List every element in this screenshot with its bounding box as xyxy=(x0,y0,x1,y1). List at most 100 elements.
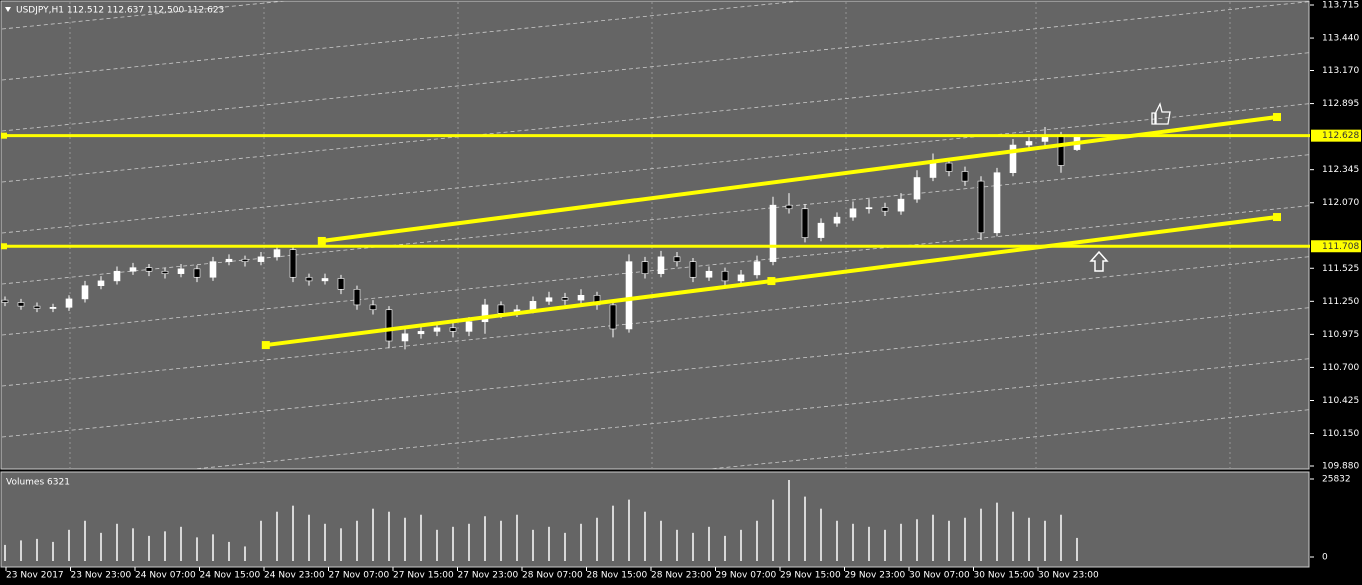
trend-handle xyxy=(261,341,270,350)
y-tick-label: 112.070 xyxy=(1322,198,1359,208)
candle-body xyxy=(433,327,441,332)
y-tick-label: 112.895 xyxy=(1322,99,1359,109)
candle-body xyxy=(241,258,249,262)
candle-body xyxy=(449,327,457,332)
candle-body xyxy=(641,261,649,274)
candle-body xyxy=(961,171,969,182)
level-label: 111.708 xyxy=(1322,242,1359,252)
channel-dash xyxy=(1,256,1309,387)
volume-tick-label: 25832 xyxy=(1322,475,1351,485)
candle-body xyxy=(321,278,329,282)
candle-body xyxy=(673,256,681,262)
candle-body xyxy=(737,274,745,282)
candle-body xyxy=(337,278,345,290)
y-tick-label: 110.975 xyxy=(1322,330,1359,340)
trend-handle xyxy=(767,277,776,286)
x-tick-label: 30 Nov 15:00 xyxy=(974,571,1035,581)
candle-body xyxy=(417,331,425,335)
y-tick-label: 110.700 xyxy=(1322,363,1359,373)
candle-body xyxy=(625,261,633,330)
candle-body xyxy=(865,207,873,210)
channel-dash xyxy=(1,1,1309,132)
candle-body xyxy=(161,270,169,274)
y-tick-label: 110.150 xyxy=(1322,429,1359,439)
candle-body xyxy=(929,162,937,178)
x-tick-label: 23 Nov 2017 xyxy=(6,571,64,581)
candle-body xyxy=(769,204,777,262)
channel-dash xyxy=(1,307,1309,438)
x-tick-label: 28 Nov 07:00 xyxy=(522,571,583,581)
price-panel xyxy=(0,0,1310,470)
x-tick-label: 29 Nov 23:00 xyxy=(845,571,906,581)
candle-body xyxy=(817,222,825,238)
y-tick-label: 111.525 xyxy=(1322,264,1359,274)
menu-icon xyxy=(5,7,11,12)
x-tick-label: 29 Nov 07:00 xyxy=(716,571,777,581)
candle-body xyxy=(1009,144,1017,173)
candle-body xyxy=(209,261,217,278)
candle-body xyxy=(609,304,617,330)
y-tick-label: 113.440 xyxy=(1322,34,1359,44)
thumbs-up-icon xyxy=(1151,102,1171,125)
volume-title: Volumes 6321 xyxy=(6,478,70,488)
trend-handle xyxy=(1273,213,1281,222)
candle-body xyxy=(353,288,361,306)
y-tick-label: 112.345 xyxy=(1322,165,1359,175)
candle-body xyxy=(689,261,697,278)
candle-body xyxy=(193,268,201,278)
decorations xyxy=(1,1,1309,469)
candle-body xyxy=(465,321,473,332)
volume-tick-label: 0 xyxy=(1322,553,1328,563)
candle-body xyxy=(369,304,377,311)
level-handle xyxy=(1,243,7,250)
x-tick-label: 28 Nov 23:00 xyxy=(651,571,712,581)
candle-body xyxy=(401,333,409,342)
y-tick-label: 110.425 xyxy=(1322,396,1359,406)
candle-body xyxy=(561,297,569,301)
y-tick-label: 113.715 xyxy=(1322,1,1359,11)
volume-panel xyxy=(0,471,1310,568)
candle-body xyxy=(289,249,297,278)
channel-dash xyxy=(705,409,1309,469)
candle-body xyxy=(657,256,665,274)
x-tick-label: 24 Nov 15:00 xyxy=(200,571,261,581)
level-label-box xyxy=(1311,240,1361,253)
x-tick-label: 24 Nov 23:00 xyxy=(264,571,325,581)
candle-body xyxy=(833,216,841,224)
arrow-up-icon xyxy=(1089,250,1109,272)
candle-body xyxy=(721,270,729,282)
level-label-box xyxy=(1311,129,1361,142)
candle-body xyxy=(497,304,505,314)
x-tick-label: 30 Nov 23:00 xyxy=(1038,571,1099,581)
candle-body xyxy=(17,302,25,307)
candle-body xyxy=(81,285,89,300)
candle-body xyxy=(545,297,553,302)
x-tick-label: 30 Nov 07:00 xyxy=(909,571,970,581)
candle-body xyxy=(257,256,265,262)
y-tick-label: 109.880 xyxy=(1322,462,1359,472)
x-tick-label: 27 Nov 15:00 xyxy=(393,571,454,581)
candle-body xyxy=(529,301,537,311)
channel-dash xyxy=(1,1,290,30)
level-handle xyxy=(1,132,7,139)
candle-body xyxy=(705,270,713,278)
x-tick-label: 29 Nov 15:00 xyxy=(780,571,841,581)
candle-body xyxy=(577,295,585,301)
candle-body xyxy=(113,270,121,282)
x-tick-label: 24 Nov 07:00 xyxy=(135,571,196,581)
channel-dash xyxy=(1,154,1309,285)
channel-dash xyxy=(190,358,1309,469)
level-label: 112.628 xyxy=(1322,131,1359,141)
candle-body xyxy=(97,280,105,286)
candle-body xyxy=(913,177,921,200)
trend-handle xyxy=(317,236,326,245)
candle-body xyxy=(145,267,153,272)
x-tick-label: 23 Nov 23:00 xyxy=(71,571,132,581)
candle-body xyxy=(385,309,393,342)
y-tick-label: 113.170 xyxy=(1322,66,1359,76)
candle-body xyxy=(849,208,857,218)
candle-body xyxy=(881,207,889,212)
candle-body xyxy=(1041,136,1049,142)
channel-dash xyxy=(1,103,1309,234)
candle-body xyxy=(785,204,793,210)
